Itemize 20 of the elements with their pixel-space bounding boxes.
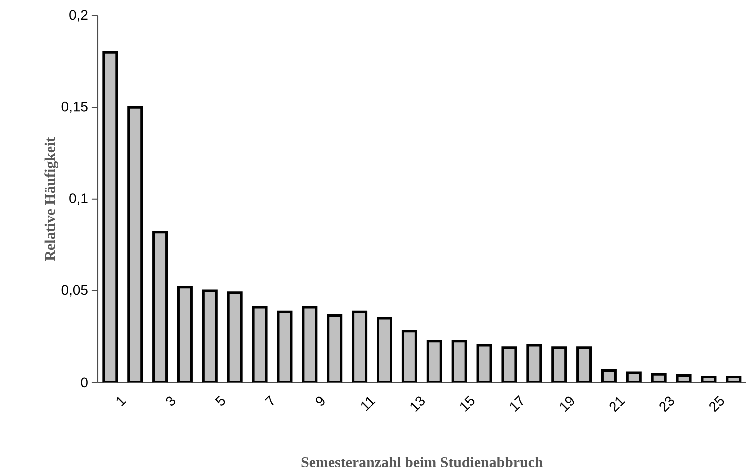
x-tick-label: 13	[410, 396, 425, 412]
y-tick-label: 0,2	[70, 10, 88, 22]
x-tick-label: 23	[660, 396, 674, 413]
x-tick-label: 21	[610, 397, 626, 413]
x-axis-title: Semesteranzahl beim Studienabbruch	[302, 457, 544, 468]
x-tick-label: 19	[560, 397, 574, 412]
y-tick-label: 0,15	[62, 102, 88, 114]
x-tick-label: 17	[510, 396, 524, 412]
y-tick-label: 0	[81, 378, 88, 388]
x-tick-label: 3	[166, 396, 176, 406]
x-tick-label: 11	[361, 397, 376, 412]
x-tick-label: 15	[460, 396, 475, 412]
y-axis-title: Relative Häufigkeit	[44, 138, 58, 262]
x-tick-label: 5	[215, 396, 226, 406]
y-tick-label: 0,1	[70, 194, 88, 206]
x-tick-label: 1	[116, 397, 127, 407]
y-tick-label: 0,05	[62, 285, 88, 297]
x-tick-label: 7	[264, 396, 274, 406]
x-tick-label: 9	[316, 397, 325, 406]
x-tick-label: 25	[710, 396, 724, 413]
